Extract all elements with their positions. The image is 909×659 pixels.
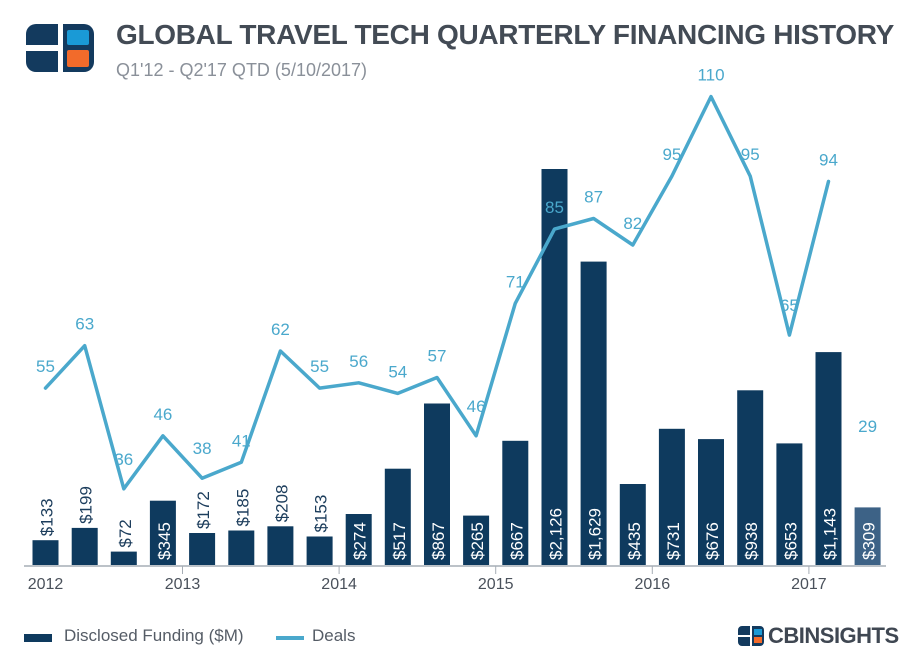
funding-bar (541, 169, 568, 565)
funding-bar-label: $517 (390, 522, 409, 560)
x-axis-year-label: 2017 (791, 576, 827, 593)
funding-bar-label: $274 (351, 522, 370, 560)
logo-blue-block (67, 30, 89, 45)
funding-bar (658, 428, 685, 565)
funding-bar (619, 484, 646, 565)
funding-bar (189, 533, 216, 565)
funding-bar-label: $867 (429, 522, 448, 560)
deals-line (43, 94, 831, 491)
funding-bar (149, 500, 176, 565)
legend-label-deals: Deals (312, 626, 356, 645)
funding-bar (424, 403, 450, 565)
funding-bar (502, 440, 529, 565)
funding-bar (71, 527, 98, 565)
funding-bar-label: $653 (781, 522, 800, 560)
logo-divider (58, 24, 63, 72)
deals-data-label: 57 (428, 347, 447, 366)
funding-bar-label: $172 (194, 491, 213, 529)
funding-bar-label: $345 (155, 522, 174, 560)
funding-bar (110, 551, 137, 565)
deals-data-label: 46 (153, 405, 172, 424)
funding-bar-label: $1,143 (821, 508, 840, 560)
funding-bar (698, 439, 724, 565)
funding-bar (737, 390, 764, 565)
funding-bar (228, 530, 255, 565)
funding-bars (32, 169, 881, 565)
legend-label-funding: Disclosed Funding ($M) (64, 626, 244, 645)
funding-bar-label: $153 (312, 495, 331, 533)
funding-bar-label: $185 (233, 489, 252, 527)
funding-bar-label: $676 (703, 522, 722, 560)
deals-data-label: 85 (545, 198, 564, 217)
x-axis-year-label: 2013 (165, 576, 201, 593)
funding-bar-label: $938 (742, 522, 761, 560)
funding-bar (463, 515, 490, 565)
deals-data-label: 95 (662, 145, 681, 164)
funding-bar-label: $208 (272, 484, 291, 522)
deals-data-label: 54 (388, 362, 407, 381)
funding-bar-label: $265 (468, 522, 487, 560)
x-axis-year-label: 2012 (28, 576, 64, 593)
deals-data-label: 41 (232, 431, 251, 450)
funding-bar (267, 526, 294, 565)
deals-data-label: 71 (506, 272, 525, 291)
deals-data-label: 55 (310, 357, 329, 376)
financing-chart: 2012 2013 2014 2015 2016 2017$133 $199$72 $345$… (24, 66, 886, 593)
deals-data-label: 94 (819, 150, 838, 169)
funding-bar-label: $133 (38, 498, 57, 536)
funding-bar (776, 443, 803, 565)
deals-data-label: 55 (36, 357, 55, 376)
deals-data-label: 87 (584, 188, 603, 207)
funding-bar-label: $731 (664, 522, 683, 560)
deals-data-label: 110 (697, 66, 724, 85)
funding-bar-label: $435 (625, 522, 644, 560)
funding-bar-label: $72 (116, 519, 135, 547)
cb-insights-logo-icon (26, 24, 94, 72)
brand-text: CBINSIGHTS (768, 623, 899, 648)
funding-bar (345, 514, 372, 565)
funding-bar-label: $1,629 (586, 508, 605, 560)
deals-data-label: 38 (193, 439, 212, 458)
logo-orange-block (67, 50, 89, 67)
deals-labels: 55 63 36 46 38 41 62 55 56 54 57 46 71 85 87 82 95 110 95 6… (36, 66, 877, 469)
funding-bar-label: $667 (507, 522, 526, 560)
deals-data-label: 36 (114, 450, 133, 469)
deals-data-label: 65 (780, 296, 799, 315)
x-axis-year-label: 2016 (635, 576, 671, 593)
funding-bar (32, 540, 59, 565)
funding-bar (306, 536, 333, 565)
funding-bar (815, 352, 842, 565)
deals-data-label: 63 (75, 315, 94, 334)
funding-bar (384, 468, 411, 565)
chart-subtitle: Q1'12 - Q2'17 QTD (5/10/2017) (116, 60, 367, 80)
chart-title: GLOBAL TRAVEL TECH QUARTERLY FINANCING H… (116, 19, 895, 50)
cb-insights-small-icon (738, 626, 764, 646)
deals-data-label: 95 (741, 145, 760, 164)
logo-mid-cut (26, 45, 58, 51)
deals-data-label: 62 (271, 320, 290, 339)
deals-data-label: 56 (349, 352, 368, 371)
funding-bar (580, 261, 607, 565)
funding-bar-label: $2,126 (547, 508, 566, 560)
x-axis-ticks: 2012 2013 2014 2015 2016 2017 (28, 566, 827, 593)
x-axis-year-label: 2015 (478, 576, 514, 593)
funding-bar-label: $199 (77, 486, 96, 524)
funding-bar (854, 507, 881, 565)
deals-data-label: 82 (623, 214, 642, 233)
funding-labels: $133 $199 $72 $345 $172 $185 $208 $153 $274 $517 $… (38, 484, 879, 560)
legend-swatch-funding (24, 634, 52, 642)
x-axis-year-label: 2014 (321, 576, 357, 593)
deals-data-label: 46 (467, 397, 486, 416)
legend-swatch-deals (276, 636, 304, 640)
funding-bar-label: $309 (860, 522, 879, 560)
deals-data-label: 29 (858, 417, 877, 436)
